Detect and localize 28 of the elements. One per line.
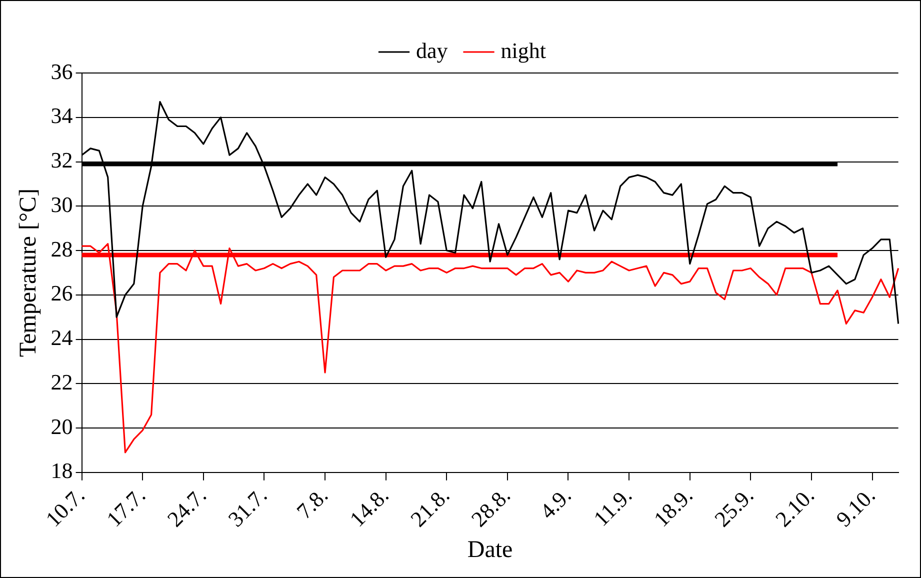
- x-tick-label: 21.8.: [405, 482, 454, 532]
- y-tick-label: 36: [50, 58, 73, 84]
- x-tick-label: 17.7.: [101, 482, 150, 532]
- x-tick-label: 9.10.: [831, 482, 880, 532]
- y-tick-label: 28: [50, 236, 73, 262]
- x-tick-label: 25.9.: [709, 482, 758, 532]
- x-tick-label: 4.9.: [534, 482, 576, 524]
- y-tick-label: 20: [50, 414, 73, 439]
- x-tick-label: 18.9.: [648, 482, 698, 532]
- legend-label: night: [500, 38, 546, 63]
- x-tick-label: 28.8.: [466, 482, 516, 532]
- y-tick-label: 22: [50, 369, 73, 394]
- legend-label: day: [416, 38, 448, 63]
- x-tick-label: 2.10.: [770, 482, 820, 532]
- y-tick-label: 26: [50, 280, 73, 306]
- x-tick-label: 24.7.: [162, 482, 212, 532]
- y-tick-label: 24: [50, 325, 73, 350]
- y-tick-label: 30: [50, 192, 73, 217]
- x-tick-label: 31.7.: [223, 482, 272, 532]
- x-tick-label: 10.7.: [40, 482, 90, 532]
- x-axis-title: Date: [467, 536, 513, 563]
- x-tick-label: 14.8.: [344, 482, 394, 532]
- y-axis-title: Temperature [°C]: [16, 188, 42, 357]
- y-tick-label: 34: [50, 103, 73, 128]
- x-tick-label: 7.8.: [292, 482, 333, 524]
- x-tick-label: 11.9.: [588, 482, 637, 531]
- y-tick-label: 32: [50, 148, 73, 173]
- y-tick-label: 18: [50, 458, 73, 484]
